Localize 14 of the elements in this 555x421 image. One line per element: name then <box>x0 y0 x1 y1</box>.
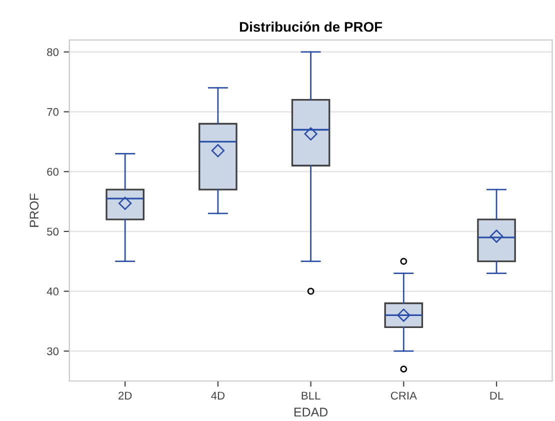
y-tick-label: 60 <box>47 168 59 176</box>
y-axis-title: PROF <box>30 194 39 227</box>
y-tick-label: 50 <box>47 228 59 236</box>
x-tick-label: CRIA <box>390 392 417 400</box>
y-tick-label: 40 <box>46 288 59 296</box>
y-tick-label: 70 <box>47 108 59 116</box>
chart-title: Distribución de PROF <box>240 21 382 32</box>
x-tick-label: BLL <box>302 392 320 400</box>
y-tick-label: 80 <box>47 48 59 56</box>
y-tick-label: 30 <box>47 347 59 356</box>
x-tick-label: DL <box>490 392 504 400</box>
x-axis-title: EDAD <box>294 408 328 416</box>
x-tick-label: 4D <box>211 392 225 400</box>
x-tick-label: 2D <box>118 392 132 400</box>
